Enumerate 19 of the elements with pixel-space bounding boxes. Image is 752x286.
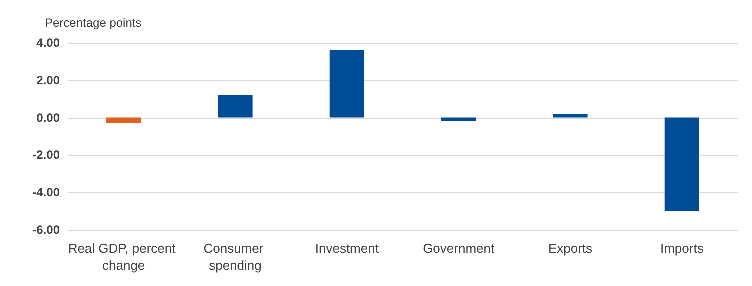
bar: [330, 50, 364, 118]
y-tick-label: 2.00: [36, 73, 60, 88]
bar: [106, 118, 142, 124]
x-tick-label: Imports: [660, 241, 704, 256]
y-tick-label: -6.00: [32, 223, 60, 237]
y-tick-label: 4.00: [36, 36, 60, 50]
y-axis-title: Percentage points: [45, 16, 142, 30]
y-tick-label: -2.00: [32, 148, 60, 162]
x-tick-label: Consumer spending: [204, 241, 268, 273]
bar: [553, 114, 588, 118]
bar: [218, 95, 253, 118]
y-tick-label: 0.00: [36, 110, 60, 125]
x-tick-label: Investment: [315, 241, 380, 256]
x-tick-label: Exports: [548, 241, 594, 256]
y-tick-label: -4.00: [32, 186, 60, 200]
x-tick-label: Government: [423, 241, 495, 256]
bar: [664, 118, 700, 212]
x-tick-label: Real GDP, percent change: [68, 241, 180, 273]
bar: [442, 118, 476, 122]
